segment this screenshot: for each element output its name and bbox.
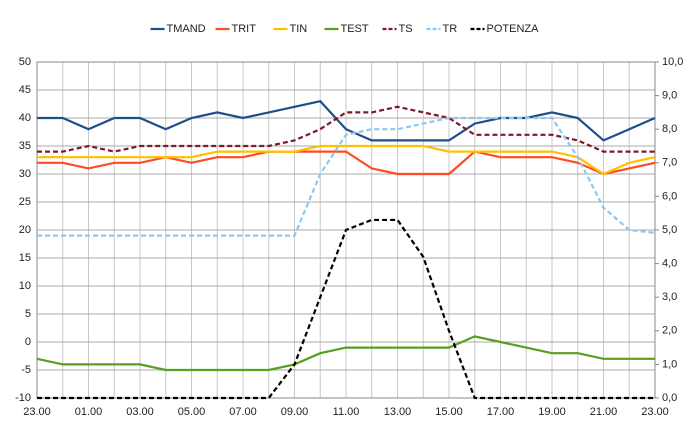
y2-tick-label: 1,0: [662, 358, 677, 370]
plot-frame: [36, 61, 656, 399]
series-line: [36, 335, 655, 372]
y-tick-label: 45: [19, 84, 31, 96]
x-tick-label: 03.00: [126, 406, 154, 418]
series-line: [37, 116, 656, 237]
y-tick-label: 40: [19, 112, 31, 124]
series-line: [37, 105, 655, 153]
y-tick-label: -5: [21, 364, 31, 376]
legend-label: TRIT: [232, 23, 257, 35]
y-tick-label: 35: [19, 140, 31, 152]
legend-label: TR: [443, 23, 458, 35]
y-tick-label: 10: [19, 280, 31, 292]
legend-label: POTENZA: [487, 23, 540, 35]
series-line: [37, 144, 656, 176]
y-tick-label: 25: [19, 196, 31, 208]
y2-tick-label: 3,0: [662, 291, 677, 303]
x-tick-label: 05.00: [178, 406, 206, 418]
x-tick-label: 15.00: [435, 406, 463, 418]
y2-tick-label: 5,0: [662, 224, 677, 236]
y-tick-label: 5: [25, 308, 31, 320]
x-tick-label: 11.00: [333, 406, 360, 418]
y2-tick-label: 4,0: [662, 258, 677, 270]
y2-tick-label: 2,0: [662, 325, 677, 337]
x-tick-label: 07.00: [229, 406, 257, 418]
y2-tick-label: 0,0: [662, 392, 677, 404]
x-tick-label: 01.00: [75, 406, 103, 418]
legend-label: TIN: [290, 23, 308, 35]
x-tick-label: 19.00: [538, 406, 566, 418]
y-tick-label: 50: [19, 56, 31, 68]
series-line: [37, 99, 656, 142]
x-tick-label: 17.00: [487, 406, 515, 418]
legend-label: TMAND: [167, 23, 206, 35]
series-line: [37, 150, 656, 176]
x-tick-label: 23.00: [23, 406, 51, 418]
y-tick-label: -10: [15, 392, 31, 404]
y2-tick-label: 8,0: [662, 123, 677, 135]
x-tick-label: 21.00: [590, 406, 618, 418]
x-tick-label: 13.00: [384, 406, 412, 418]
x-tick-label: 09.00: [281, 406, 309, 418]
series-line: [37, 218, 655, 400]
y2-tick-label: 6,0: [662, 190, 677, 202]
y-tick-label: 30: [19, 168, 31, 180]
y2-tick-label: 9,0: [662, 90, 677, 102]
y-tick-label: 0: [25, 336, 31, 348]
legend-label: TEST: [341, 23, 369, 35]
y-tick-label: 15: [19, 252, 31, 264]
y2-tick-label: 10,0: [662, 56, 683, 68]
x-tick-label: 23.00: [641, 406, 669, 418]
y2-tick-label: 7,0: [662, 157, 677, 169]
y-tick-label: 20: [19, 224, 31, 236]
legend-label: TS: [399, 23, 413, 35]
